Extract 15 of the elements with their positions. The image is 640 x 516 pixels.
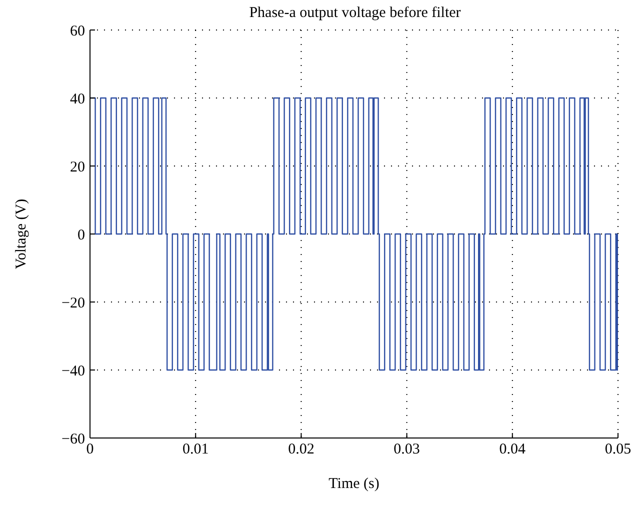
y-tick-label: 0 — [78, 227, 85, 244]
y-axis-title: Voltage (V) — [13, 198, 30, 270]
chart-title: Phase-a output voltage before filter — [248, 5, 462, 21]
x-tick-label: 0.03 — [394, 442, 420, 458]
y-tick-label: 20 — [70, 159, 85, 176]
y-tick-label: −40 — [62, 363, 85, 380]
y-tick-label: 40 — [70, 91, 85, 108]
x-tick-label: 0.04 — [499, 442, 526, 458]
x-tick-label: 0.01 — [182, 442, 209, 458]
x-tick-label: 0.02 — [288, 442, 314, 458]
x-tick-label: 0.05 — [604, 442, 632, 458]
y-tick-label: −20 — [62, 295, 85, 312]
y-tick-label: 60 — [70, 23, 85, 40]
y-tick-label: −60 — [62, 431, 85, 448]
x-axis-title: Time (s) — [328, 476, 380, 492]
